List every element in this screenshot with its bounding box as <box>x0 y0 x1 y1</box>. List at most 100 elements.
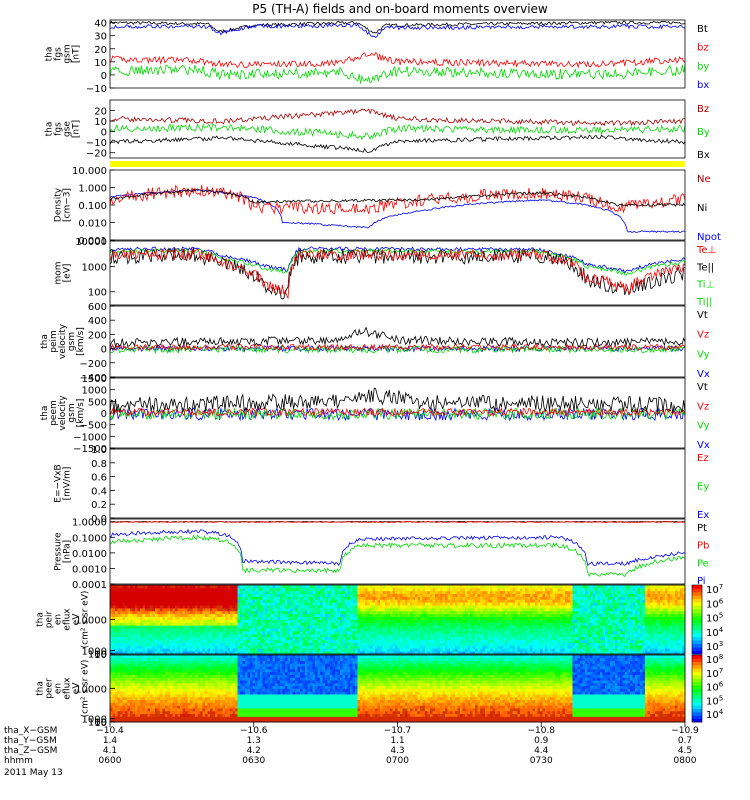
spectrogram-cell <box>375 645 378 649</box>
spectrogram-cell <box>290 605 293 609</box>
spectrogram-cell <box>517 642 521 646</box>
spectrogram-cell <box>315 602 318 606</box>
spectrogram-cell <box>200 619 203 623</box>
spectrogram-cell <box>170 587 173 592</box>
spectrogram-cell <box>582 642 586 646</box>
y-tick-label: 1.0 <box>91 445 107 456</box>
spectrogram-cell <box>135 648 138 652</box>
spectrogram-cell <box>580 587 583 592</box>
spectrogram-cell <box>140 613 143 618</box>
spectrogram-cell <box>442 633 446 638</box>
spectrogram-cell <box>335 599 338 603</box>
spectrogram-cell <box>307 599 311 603</box>
spectrogram-cell <box>402 616 406 620</box>
spectrogram-cell <box>292 648 296 652</box>
spectrogram-cell <box>222 605 226 609</box>
spectrogram-cell <box>160 590 163 595</box>
spectrogram-cell <box>380 613 383 618</box>
spectrogram-cell <box>282 590 286 595</box>
spectrogram-cell <box>562 625 566 629</box>
spectrogram-cell <box>130 608 133 612</box>
spectrogram-cell <box>410 587 413 592</box>
spectrogram-cell <box>482 608 486 612</box>
y-axis-label-line: mom <box>54 261 64 284</box>
spectrogram-cell <box>405 639 408 643</box>
spectrogram-cell <box>140 619 143 623</box>
spectrogram-cell <box>582 587 586 592</box>
spectrogram-cell <box>120 616 123 620</box>
spectrogram-cell <box>537 599 541 603</box>
spectrogram-cell <box>355 602 358 606</box>
spectrogram-cell <box>590 651 593 655</box>
spectrogram-cell <box>162 648 166 652</box>
spectrogram-cell <box>340 610 343 615</box>
spectrogram-cell <box>515 636 518 641</box>
spectrogram-cell <box>127 616 131 620</box>
spectrogram-cell <box>280 605 283 609</box>
spectrogram-cell <box>560 596 563 600</box>
y-tick-label: 0.0 <box>91 514 107 525</box>
spectrogram-cell <box>142 613 146 618</box>
spectrogram-cell <box>480 636 483 641</box>
spectrogram-cell <box>265 639 268 643</box>
spectrogram-cell <box>290 628 293 632</box>
spectrogram-cell <box>465 648 468 652</box>
spectrogram-cell <box>290 633 293 638</box>
spectrogram-cell <box>192 608 196 612</box>
spectrogram-cell <box>555 613 558 618</box>
spectrogram-cell <box>487 616 491 620</box>
spectrogram-cell <box>402 619 406 623</box>
spectrogram-cell <box>430 633 433 638</box>
spectrogram-cell <box>567 633 571 638</box>
spectrogram-cell <box>380 587 383 592</box>
spectrogram-cell <box>607 642 611 646</box>
spectrogram-cell <box>207 651 211 655</box>
spectrogram-cell <box>550 610 553 615</box>
spectrogram-cell <box>492 587 496 592</box>
spectrogram-cell <box>327 608 331 612</box>
spectrogram-cell <box>482 639 486 643</box>
spectrogram-cell <box>417 599 421 603</box>
spectrogram-cell <box>572 633 576 638</box>
spectrogram-cell <box>460 593 463 597</box>
spectrogram-cell <box>482 645 486 649</box>
spectrogram-cell <box>430 602 433 606</box>
spectrogram-cell <box>282 605 286 609</box>
spectrogram-cell <box>522 602 526 606</box>
spectrogram-cell <box>447 636 451 641</box>
spectrogram-cell <box>430 645 433 649</box>
spectrogram-cell <box>350 651 353 655</box>
spectrogram-cell <box>217 616 221 620</box>
spectrogram-cell <box>512 613 516 618</box>
spectrogram-cell <box>282 596 286 600</box>
spectrogram-cell <box>437 636 441 641</box>
spectrogram-cell <box>280 625 283 629</box>
spectrogram-cell <box>125 599 128 603</box>
spectrogram-cell <box>395 642 398 646</box>
spectrogram-cell <box>367 622 371 626</box>
spectrogram-cell <box>510 616 513 620</box>
spectrogram-cell <box>152 596 156 600</box>
spectrogram-cell <box>417 605 421 609</box>
spectrogram-cell <box>202 639 206 643</box>
spectrogram-cell <box>500 605 503 609</box>
spectrogram-cell <box>415 642 418 646</box>
spectrogram-cell <box>400 585 403 589</box>
spectrogram-cell <box>595 593 598 597</box>
spectrogram-cell <box>152 619 156 623</box>
spectrogram-cell <box>127 633 131 638</box>
spectrogram-cell <box>227 587 231 592</box>
spectrogram-cell <box>292 602 296 606</box>
spectrogram-cell <box>427 608 431 612</box>
spectrogram-cell <box>297 587 301 592</box>
spectrogram-cell <box>380 645 383 649</box>
spectrogram-cell <box>180 625 183 629</box>
spectrogram-cell <box>462 602 466 606</box>
spectrogram-cell <box>125 605 128 609</box>
spectrogram-cell <box>557 608 561 612</box>
spectrogram-cell <box>237 628 241 632</box>
spectrogram-cell <box>172 636 176 641</box>
series-Npot <box>109 189 686 233</box>
spectrogram-cell <box>347 622 351 626</box>
spectrogram-cell <box>225 613 228 618</box>
